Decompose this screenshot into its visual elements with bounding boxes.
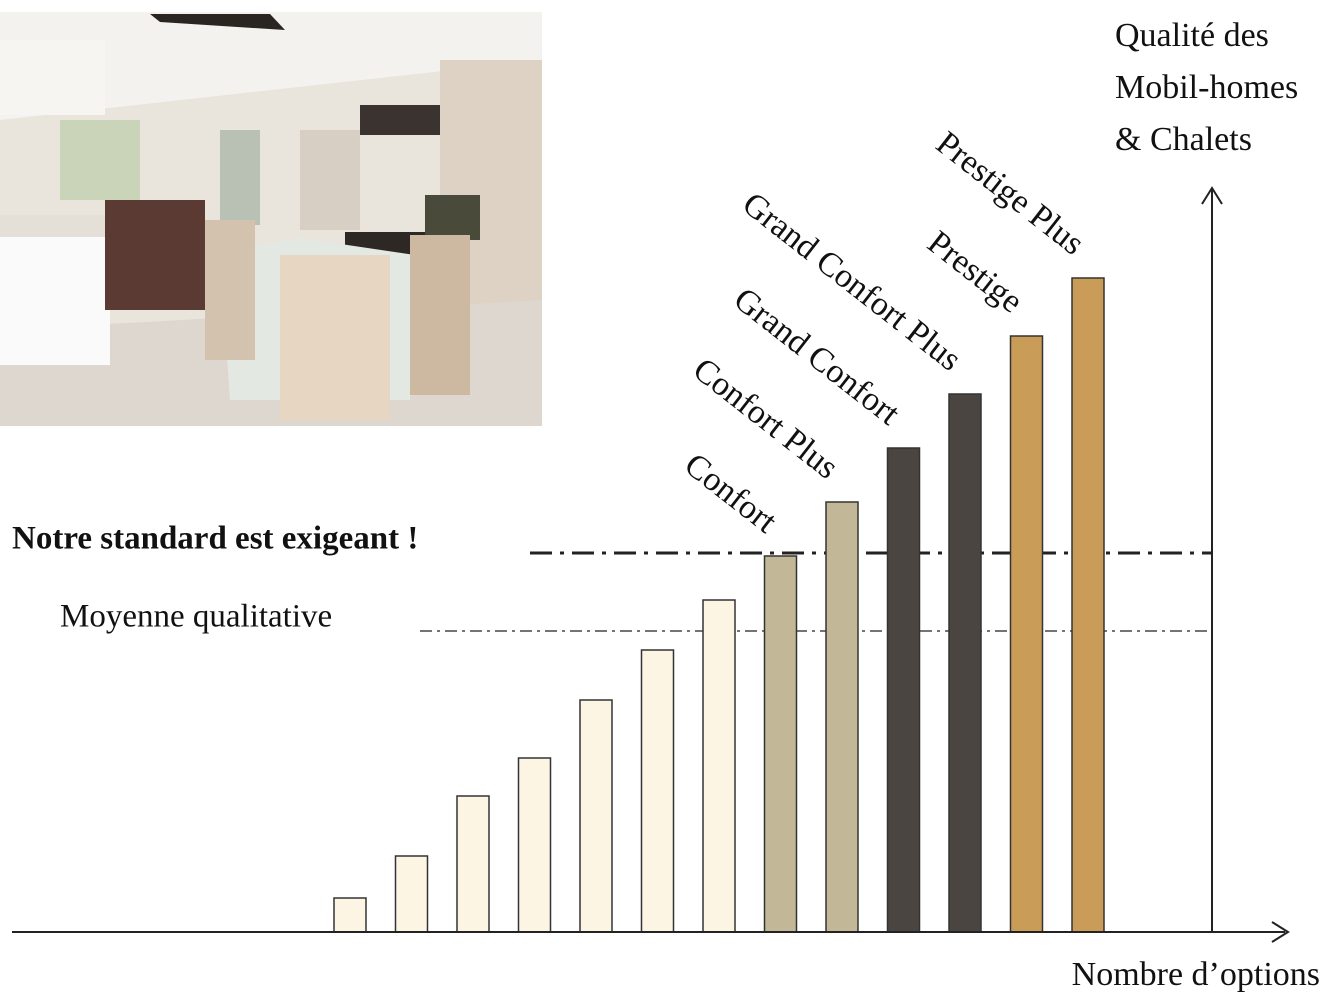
x-axis-arrow [1271,921,1290,943]
x-axis-title: Nombre d’options [1072,956,1320,993]
reference-label: Moyenne qualitative [60,599,332,635]
bar [825,501,859,933]
y-axis-arrow [1201,186,1223,205]
bar-label: Prestige [920,224,1029,321]
room-photo [0,12,542,426]
bar [640,649,675,933]
y-axis-title: Mobil-homes [1115,69,1298,106]
reference-label: Notre standard est exigeant ! [12,521,418,557]
bar [456,795,490,933]
bar [579,699,613,933]
bar [333,897,367,933]
bar [517,757,552,933]
y-axis-title: & Chalets [1115,121,1252,158]
bar [1009,335,1044,933]
bar [702,599,736,933]
bar [948,393,982,933]
y-axis-title: Qualité des [1115,17,1269,54]
bar [394,855,429,933]
bar [1071,277,1105,933]
bar-label: Confort [677,446,784,541]
bar [763,555,798,933]
bar-label: Grand Confort Plus [735,185,968,378]
bar [886,447,921,933]
